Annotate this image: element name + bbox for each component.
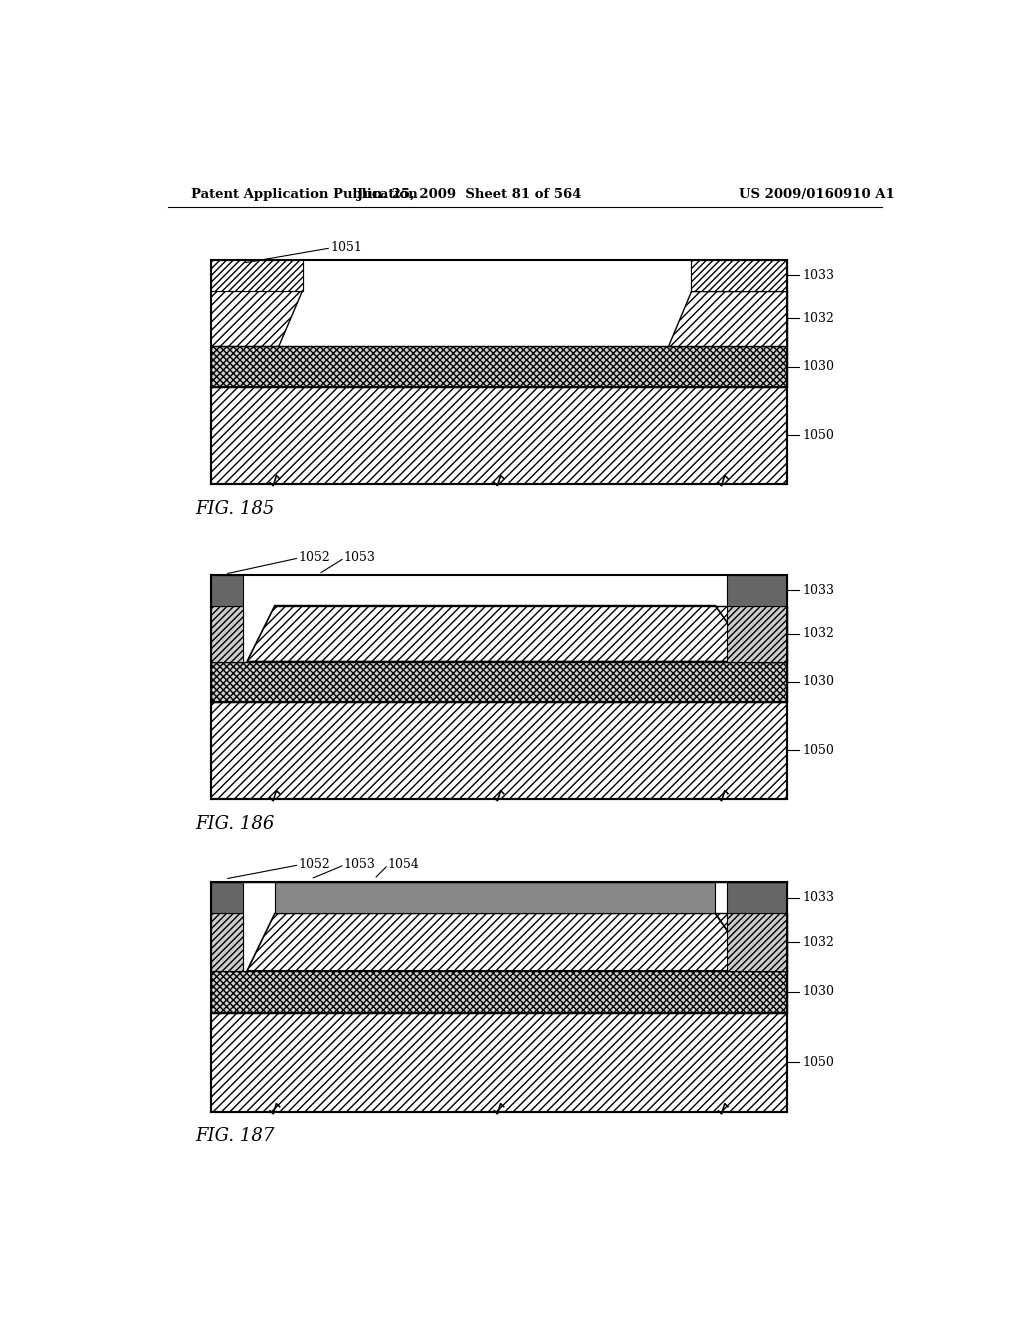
Text: 1032: 1032 (803, 936, 835, 949)
Text: 1052: 1052 (299, 552, 331, 565)
Text: 1030: 1030 (803, 676, 835, 688)
Polygon shape (211, 290, 303, 346)
Bar (211, 576, 243, 606)
Bar (211, 702, 786, 799)
Text: 1050: 1050 (803, 429, 835, 442)
Text: Patent Application Publication: Patent Application Publication (191, 189, 418, 202)
Text: 1053: 1053 (344, 552, 376, 565)
Text: FIG. 185: FIG. 185 (196, 500, 274, 517)
Bar (211, 606, 243, 661)
Bar (211, 606, 243, 661)
Bar (274, 882, 715, 913)
Text: 1050: 1050 (803, 1056, 835, 1069)
Bar (211, 913, 243, 970)
Bar (211, 260, 303, 290)
Bar (691, 260, 786, 290)
Text: 1051: 1051 (331, 242, 362, 255)
Bar (211, 260, 303, 290)
Bar (727, 882, 786, 913)
Text: 1032: 1032 (803, 312, 835, 325)
Text: US 2009/0160910 A1: US 2009/0160910 A1 (739, 189, 895, 202)
Text: 1033: 1033 (803, 891, 835, 904)
Bar (727, 576, 786, 606)
Bar (211, 346, 786, 387)
Bar (211, 661, 786, 702)
Bar (211, 882, 243, 913)
Text: 1054: 1054 (387, 858, 420, 871)
Text: 1053: 1053 (344, 858, 376, 871)
Polygon shape (247, 606, 755, 661)
Text: 1033: 1033 (803, 269, 835, 281)
Polygon shape (715, 606, 786, 661)
Text: Jun. 25, 2009  Sheet 81 of 564: Jun. 25, 2009 Sheet 81 of 564 (357, 189, 582, 202)
Bar (691, 260, 786, 290)
Text: 1033: 1033 (803, 583, 835, 597)
Polygon shape (247, 913, 755, 970)
Bar (727, 606, 786, 661)
Text: 1030: 1030 (803, 985, 835, 998)
Polygon shape (668, 290, 786, 346)
Text: 1030: 1030 (803, 360, 835, 374)
Text: 1050: 1050 (803, 744, 835, 756)
Bar (211, 387, 786, 483)
Text: FIG. 186: FIG. 186 (196, 816, 274, 833)
Bar (211, 970, 786, 1012)
Text: 1052: 1052 (299, 858, 331, 871)
Bar (211, 1012, 786, 1111)
Text: 1032: 1032 (803, 627, 835, 640)
Bar (727, 913, 786, 970)
Polygon shape (715, 913, 786, 970)
Bar (211, 913, 243, 970)
Text: FIG. 187: FIG. 187 (196, 1127, 274, 1146)
